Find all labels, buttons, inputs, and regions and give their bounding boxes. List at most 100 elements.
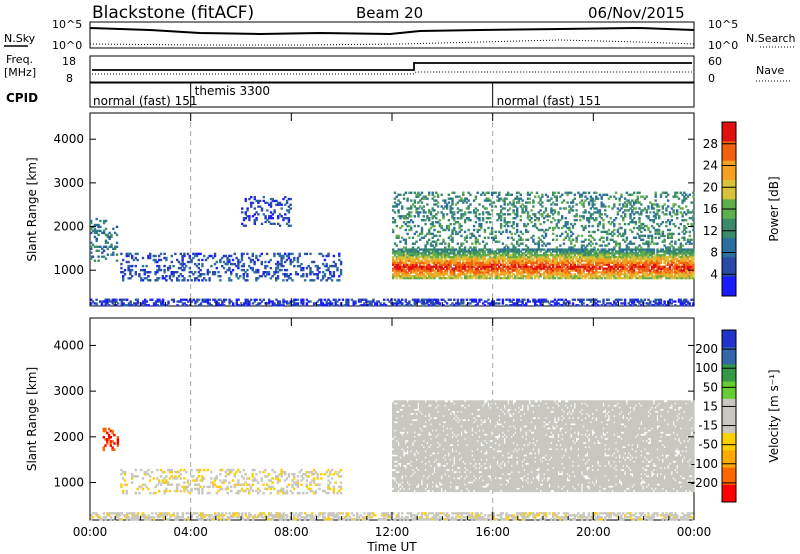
heatmap-cell — [688, 302, 691, 305]
heatmap-cell — [264, 220, 267, 224]
heatmap-cell — [498, 193, 501, 196]
heatmap-cell — [688, 263, 691, 266]
heatmap-cell — [514, 269, 517, 272]
heatmap-cell — [440, 211, 443, 214]
heatmap-cell — [253, 300, 256, 303]
heatmap-cell — [667, 219, 670, 222]
heatmap-cell — [465, 273, 469, 276]
heatmap-cell — [478, 228, 481, 232]
heatmap-cell — [672, 259, 675, 263]
heatmap-cell — [397, 269, 400, 272]
heatmap-cell — [537, 228, 540, 232]
heatmap-cell — [489, 221, 492, 224]
heatmap-cell — [681, 250, 684, 253]
heatmap-cell — [649, 201, 652, 204]
heatmap-cell — [609, 302, 612, 305]
heatmap-cell — [467, 211, 470, 214]
heatmap-cell — [442, 254, 445, 257]
heatmap-cell — [172, 300, 176, 303]
heatmap-cell — [665, 275, 668, 278]
heatmap-cell — [451, 269, 454, 272]
heatmap-cell — [510, 259, 513, 263]
heatmap-cell — [442, 275, 445, 278]
heatmap-cell — [586, 250, 589, 253]
heatmap-cell — [410, 256, 413, 259]
heatmap-cell — [195, 254, 199, 258]
heatmap-cell — [676, 265, 679, 268]
heatmap-cell — [460, 244, 463, 247]
noise-tick-bottom-left: 10^0 — [52, 39, 82, 52]
heatmap-cell — [395, 257, 398, 261]
heatmap-cell — [401, 207, 404, 210]
heatmap-cell — [480, 277, 483, 280]
heatmap-cell — [564, 252, 567, 255]
heatmap-cell — [539, 213, 542, 216]
heatmap-cell — [535, 263, 539, 266]
heatmap-cell — [596, 209, 600, 212]
heatmap-cell — [410, 199, 413, 202]
heatmap-cell — [519, 263, 522, 266]
heatmap-cell — [260, 275, 263, 278]
heatmap-cell — [490, 269, 494, 272]
heatmap-cell — [641, 261, 645, 264]
heatmap-cell — [681, 273, 684, 276]
heatmap-cell — [278, 302, 282, 305]
heatmap-cell — [90, 231, 93, 235]
heatmap-cell — [426, 232, 429, 236]
heatmap-cell — [582, 252, 585, 255]
heatmap-cell — [552, 232, 555, 236]
heatmap-cell — [570, 259, 573, 263]
heatmap-cell — [600, 252, 603, 255]
heatmap-cell — [507, 271, 510, 274]
heatmap-cell — [244, 271, 247, 274]
heatmap-cell — [600, 261, 603, 264]
heatmap-cell — [573, 298, 576, 301]
heatmap-cell — [640, 256, 643, 259]
heatmap-cell — [544, 232, 548, 236]
heatmap-cell — [532, 261, 535, 264]
heatmap-cell — [410, 254, 413, 257]
heatmap-cell — [469, 219, 472, 222]
heatmap-cell — [512, 217, 515, 220]
heatmap-cell — [623, 215, 627, 218]
heatmap-cell — [659, 193, 663, 196]
heatmap-cell — [215, 304, 219, 307]
heatmap-cell — [685, 256, 688, 259]
heatmap-cell — [483, 256, 487, 259]
heatmap-cell — [636, 254, 639, 257]
heatmap-cell — [623, 201, 627, 204]
heatmap-cell — [584, 254, 587, 257]
heatmap-cell — [683, 265, 686, 268]
heatmap-cell — [593, 300, 596, 303]
heatmap-cell — [573, 256, 576, 259]
heatmap-cell — [90, 219, 93, 223]
heatmap-cell — [417, 273, 420, 276]
heatmap-cell — [266, 264, 269, 268]
heatmap-cell — [604, 256, 607, 259]
heatmap-cell — [526, 252, 530, 255]
heatmap-cell — [636, 232, 639, 236]
heatmap-cell — [580, 246, 584, 249]
date-label: 06/Nov/2015 — [588, 4, 685, 22]
heatmap-cell — [503, 259, 506, 263]
heatmap-cell — [625, 252, 629, 255]
heatmap-cell — [645, 267, 648, 270]
heatmap-cell — [253, 271, 256, 274]
heatmap-cell — [134, 304, 138, 307]
heatmap-cell — [598, 254, 602, 257]
heatmap-cell — [605, 256, 609, 259]
heatmap-cell — [501, 207, 505, 210]
heatmap-cell — [294, 271, 298, 274]
heatmap-cell — [632, 226, 636, 230]
heatmap-cell — [587, 221, 591, 224]
heatmap-cell — [404, 298, 407, 301]
heatmap-cell — [643, 254, 647, 257]
heatmap-cell — [436, 259, 440, 263]
heatmap-cell — [505, 273, 508, 276]
heatmap-cell — [627, 261, 630, 264]
heatmap-cell — [183, 298, 186, 301]
heatmap-cell — [553, 273, 557, 276]
heatmap-cell — [596, 197, 600, 200]
heatmap-cell — [181, 260, 184, 264]
heatmap-cell — [688, 256, 691, 259]
